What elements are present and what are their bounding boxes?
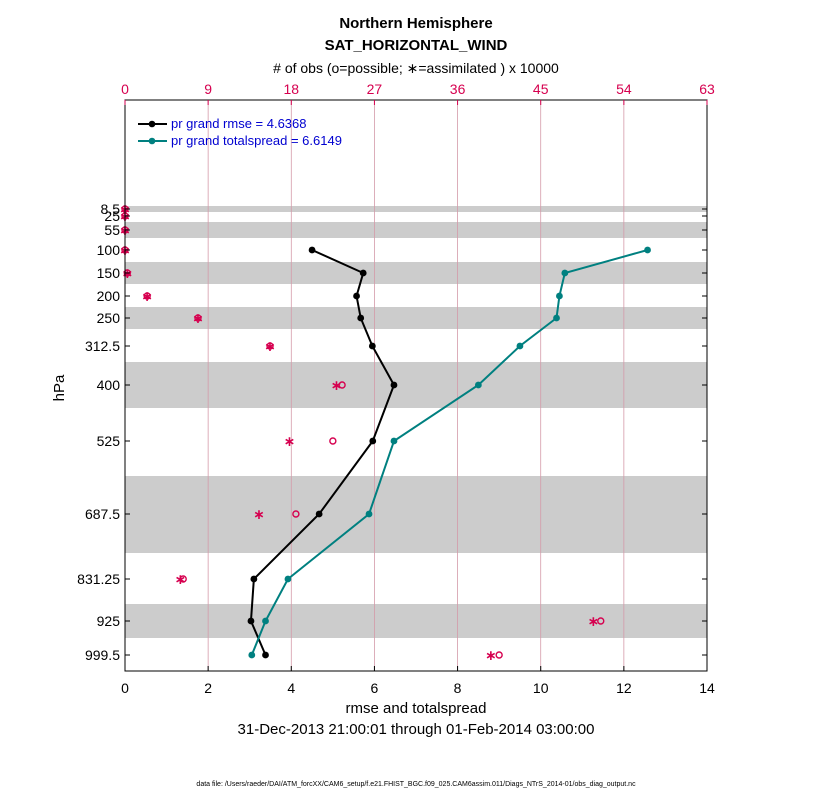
y-tick-label-2: 55: [104, 222, 120, 238]
level-band-3: [125, 307, 707, 329]
y-tick-label-12: 925: [97, 613, 121, 629]
totalspread-point-2: [556, 292, 563, 300]
series-lines: [247, 246, 651, 659]
obs-possible-marker: [292, 510, 300, 518]
obs-assimilated-marker: ∗: [588, 614, 600, 630]
top-tick-label-5: 45: [533, 81, 549, 97]
x-tick-label-5: 10: [533, 680, 549, 696]
totalspread-point-8: [284, 575, 292, 583]
obs-possible-marker: [338, 381, 346, 389]
y-tick-label-13: 999.5: [85, 647, 120, 663]
obs-assimilated-marker: ∗: [331, 378, 343, 394]
level-band-6: [125, 604, 707, 638]
y-tick-label-3: 100: [97, 242, 121, 258]
obs-assimilated-marker: ∗: [192, 311, 204, 327]
y-tick-label-10: 687.5: [85, 506, 120, 522]
chart-title: Northern Hemisphere: [339, 15, 492, 32]
legend-spread-marker: [148, 137, 156, 145]
x-tick-label-4: 8: [454, 680, 462, 696]
y-tick-label-1: 25: [104, 208, 120, 224]
level-band-1: [125, 222, 707, 238]
x-tick-label-2: 4: [287, 680, 295, 696]
obs-possible-marker: [123, 269, 132, 277]
level-bands: [125, 206, 707, 638]
y-tick-label-4: 150: [97, 265, 121, 281]
obs-possible-marker: [143, 292, 151, 300]
legend-rmse-label: pr grand rmse = 4.6368: [171, 116, 307, 131]
y-tick-label-6: 250: [97, 310, 121, 326]
y-tick-label-0: 8.5: [101, 201, 121, 217]
plot-area: ∗∗∗∗∗∗∗∗∗∗∗∗∗∗ 0 2 4 6 8 10 12 140 9 18 27 36 45 54 63…: [77, 81, 715, 696]
obs-possible-marker: [329, 437, 337, 445]
x-tick-label-1: 2: [204, 680, 212, 696]
rmse-point-0: [308, 246, 316, 254]
obs-possible-marker: [266, 342, 274, 350]
top-tick-label-2: 18: [283, 81, 299, 97]
top-tick-label-6: 54: [616, 81, 632, 97]
totalspread-point-1: [561, 269, 569, 277]
x-axis-label: rmse and totalspread: [346, 700, 487, 717]
level-band-0: [125, 206, 707, 212]
rmse-point-9: [247, 617, 255, 625]
date-range-label: 31-Dec-2013 21:00:01 through 01-Feb-2014…: [238, 721, 595, 738]
x-tick-label-6: 12: [616, 680, 632, 696]
rmse-point-8: [250, 575, 258, 583]
totalspread-point-4: [516, 342, 524, 350]
x-tick-label-7: 14: [699, 680, 715, 696]
rmse-point-1: [359, 269, 367, 277]
obs-assimilated-marker: ∗: [485, 648, 497, 664]
obs-assimilated-marker: ∗: [253, 507, 265, 523]
totalspread-point-7: [365, 510, 373, 518]
rmse-point-2: [353, 292, 360, 300]
y-tick-label-9: 525: [97, 433, 121, 449]
obs-assimilated-marker: ∗: [264, 339, 276, 355]
obs-assimilated-marker: ∗: [141, 289, 153, 305]
totalspread-point-6: [390, 437, 398, 445]
rmse-point-4: [368, 342, 376, 350]
top-tick-label-0: 0: [121, 81, 129, 97]
y-tick-label-7: 312.5: [85, 338, 120, 354]
totalspread-point-5: [474, 381, 482, 389]
top-tick-label-1: 9: [204, 81, 212, 97]
top-axis-label: # of obs (o=possible; ∗=assimilated ) x …: [273, 60, 559, 76]
obs-possible-marker: [597, 617, 605, 625]
totalspread-point-0: [644, 246, 651, 254]
x-tick-label-3: 6: [371, 680, 379, 696]
rmse-point-7: [315, 510, 323, 518]
top-tick-label-7: 63: [699, 81, 715, 97]
level-band-4: [125, 362, 707, 408]
y-tick-label-8: 400: [97, 377, 121, 393]
obs-possible-marker: [194, 314, 202, 322]
obs-assimilated-marker: ∗: [121, 266, 133, 282]
totalspread-point-9: [262, 617, 269, 625]
rmse-point-3: [357, 314, 365, 322]
level-band-5: [125, 476, 707, 553]
y-tick-label-5: 200: [97, 288, 121, 304]
y-axis-label: hPa: [51, 374, 68, 401]
legend: pr grand rmse = 4.6368 pr grand totalspr…: [138, 116, 342, 148]
legend-rmse-marker: [148, 120, 156, 128]
x-tick-label-0: 0: [121, 680, 129, 696]
chart-subtitle: SAT_HORIZONTAL_WIND: [325, 37, 508, 54]
rmse-point-10: [262, 651, 269, 659]
obs-assimilated-marker: ∗: [175, 572, 187, 588]
totalspread-point-10: [248, 651, 256, 659]
rmse-point-6: [369, 437, 377, 445]
legend-spread-label: pr grand totalspread = 6.6149: [171, 133, 342, 148]
obs-possible-marker: [179, 575, 187, 583]
totalspread-point-3: [553, 314, 560, 322]
y-tick-label-11: 831.25: [77, 571, 120, 587]
top-tick-label-4: 36: [450, 81, 466, 97]
top-tick-label-3: 27: [367, 81, 383, 97]
obs-assimilated-marker: ∗: [284, 434, 296, 450]
level-band-2: [125, 262, 707, 284]
vertical-gridlines: [207, 100, 625, 671]
footer-data-file: data file: /Users/raeder/DAI/ATM_forcXX/…: [196, 781, 636, 788]
obs-possible-marker: [495, 651, 503, 659]
rmse-point-5: [390, 381, 398, 389]
